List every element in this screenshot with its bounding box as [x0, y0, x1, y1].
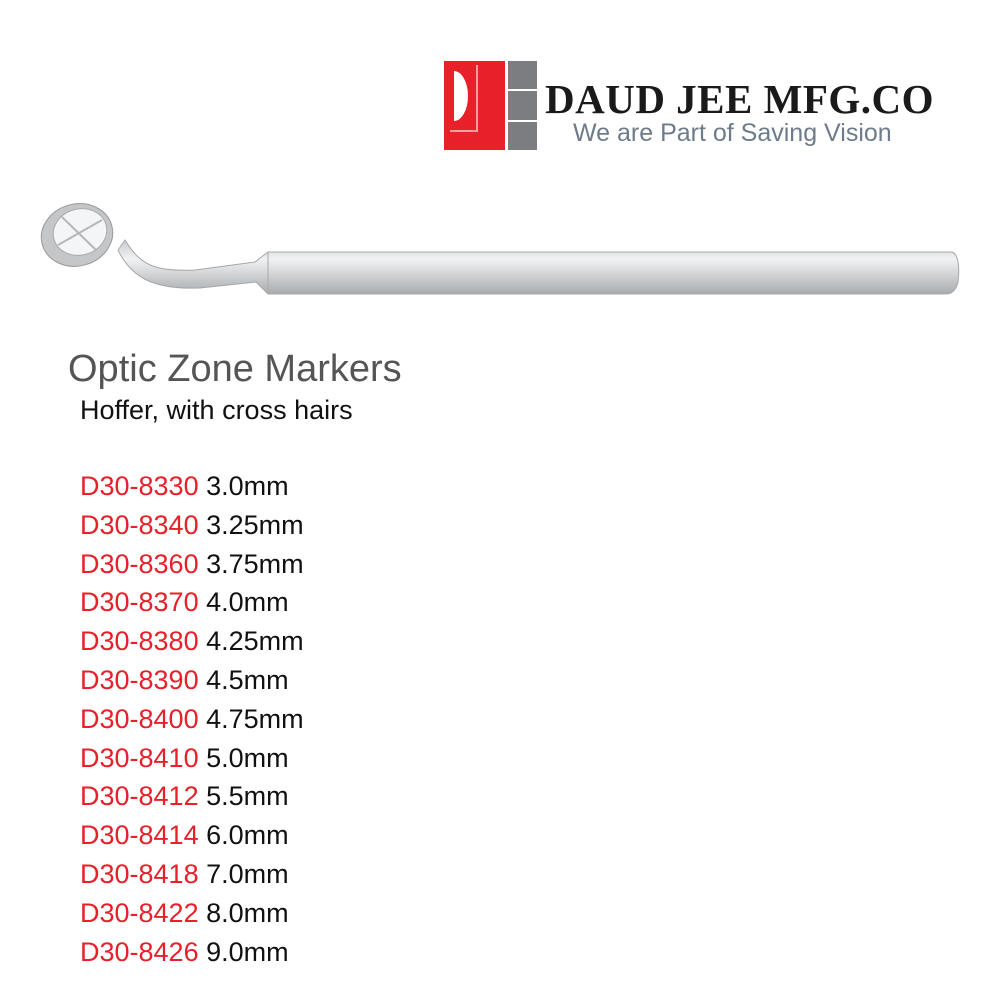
list-item: D30-8330 3.0mm	[80, 467, 304, 506]
product-code: D30-8426	[80, 936, 199, 967]
list-item: D30-8390 4.5mm	[80, 661, 304, 700]
product-code: D30-8340	[80, 509, 199, 540]
product-size: 3.75mm	[206, 548, 304, 579]
list-item: D30-8414 6.0mm	[80, 816, 304, 855]
product-size: 7.0mm	[206, 858, 289, 889]
product-size: 3.25mm	[206, 509, 304, 540]
brand-tagline: We are Part of Saving Vision	[573, 119, 892, 147]
product-code: D30-8390	[80, 664, 199, 695]
product-code: D30-8380	[80, 626, 199, 657]
list-item: D30-8380 4.25mm	[80, 622, 304, 661]
list-item: D30-8400 4.75mm	[80, 700, 304, 739]
product-title: Optic Zone Markers	[68, 348, 402, 390]
company-logo: DAUD JEE MFG.CO We are Part of Saving Vi…	[444, 61, 974, 151]
product-code: D30-8422	[80, 897, 199, 928]
product-code-list: D30-8330 3.0mm D30-8340 3.25mm D30-8360 3.…	[80, 467, 304, 971]
product-code: D30-8412	[80, 781, 199, 812]
product-size: 9.0mm	[206, 936, 289, 967]
product-size: 4.5mm	[206, 664, 289, 695]
product-size: 5.0mm	[206, 742, 289, 773]
logo-block	[508, 122, 537, 150]
list-item: D30-8412 5.5mm	[80, 777, 304, 816]
product-code: D30-8360	[80, 548, 199, 579]
product-size: 4.0mm	[206, 587, 289, 618]
product-code: D30-8414	[80, 820, 199, 851]
list-item: D30-8370 4.0mm	[80, 583, 304, 622]
product-size: 5.5mm	[206, 781, 289, 812]
product-description: Hoffer, with cross hairs	[80, 395, 353, 425]
logo-block	[508, 61, 537, 89]
product-code: D30-8410	[80, 742, 199, 773]
list-item: D30-8410 5.0mm	[80, 739, 304, 778]
logo-block	[508, 91, 537, 120]
list-item: D30-8426 9.0mm	[80, 933, 304, 972]
list-item: D30-8360 3.75mm	[80, 545, 304, 584]
product-code: D30-8400	[80, 703, 199, 734]
brand-name: DAUD JEE MFG.CO	[545, 76, 935, 122]
list-item: D30-8340 3.25mm	[80, 506, 304, 545]
list-item: D30-8418 7.0mm	[80, 855, 304, 894]
product-size: 6.0mm	[206, 820, 289, 851]
optic-zone-marker-image	[40, 203, 960, 295]
product-size: 4.75mm	[206, 703, 304, 734]
product-size: 4.25mm	[206, 626, 304, 657]
product-code: D30-8418	[80, 858, 199, 889]
product-size: 8.0mm	[206, 897, 289, 928]
product-code: D30-8370	[80, 587, 199, 618]
logo-mark	[444, 61, 505, 150]
product-code: D30-8330	[80, 471, 199, 501]
product-size: 3.0mm	[206, 471, 289, 501]
list-item: D30-8422 8.0mm	[80, 894, 304, 933]
